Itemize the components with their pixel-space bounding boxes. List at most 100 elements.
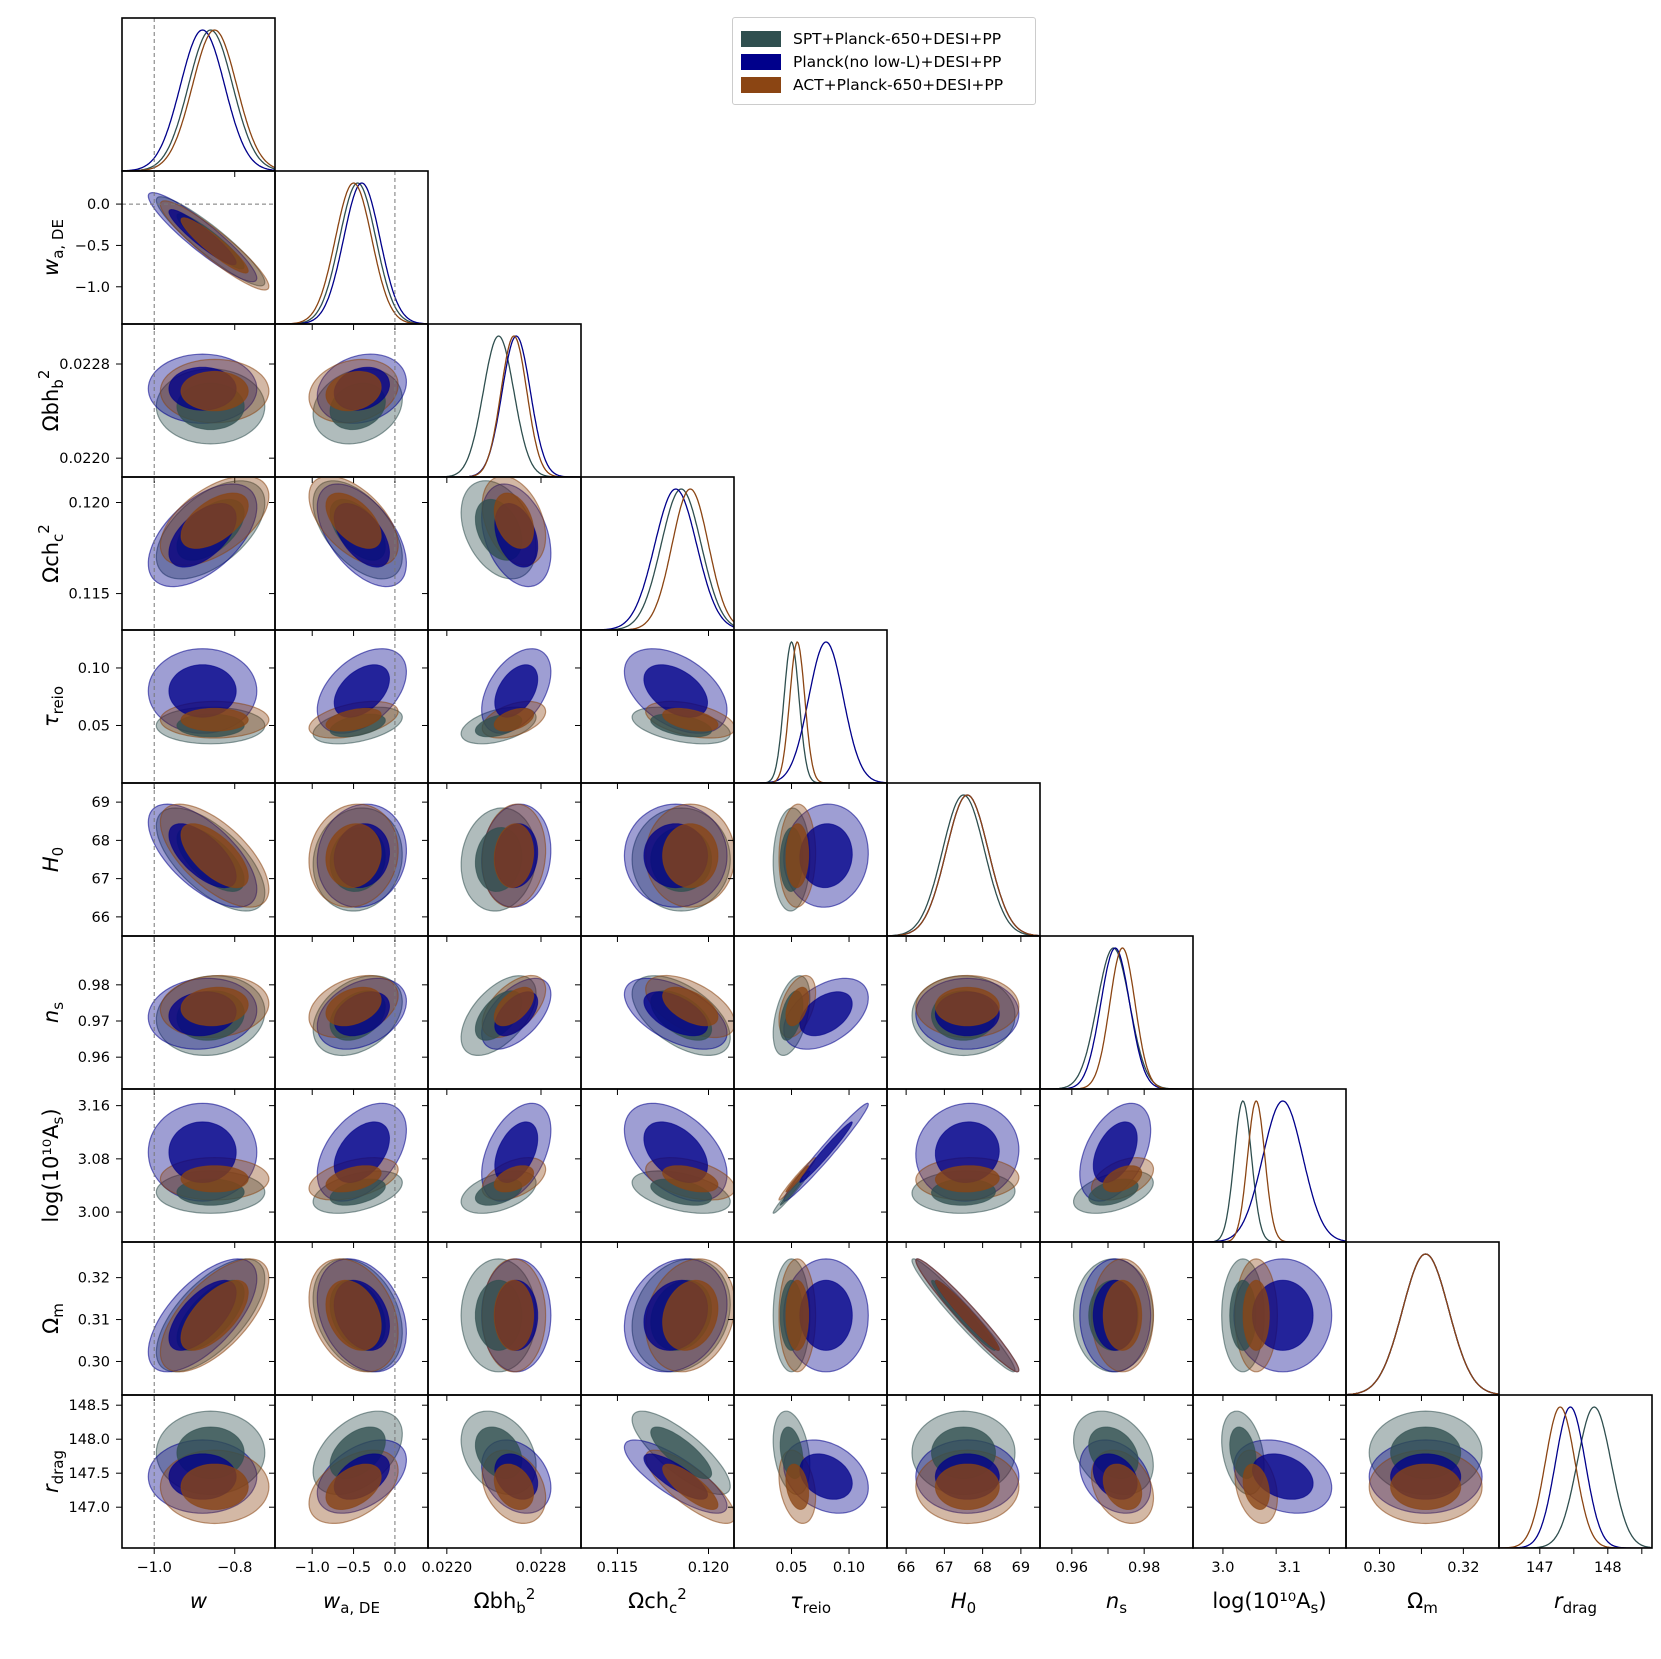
y-axis-label-obh2: Ωbhb2 — [35, 370, 67, 432]
panel-om-vs-w — [147, 1242, 270, 1395]
panel-lnAs-vs-H0 — [911, 1102, 1020, 1214]
x-axis-label-H0: H0 — [951, 1589, 976, 1617]
x-tick-label-rdrag: 147 — [1526, 1560, 1554, 1576]
marginal-curve-lnAs-0 — [1193, 1100, 1346, 1242]
axis-label-sub: m — [1423, 1599, 1438, 1617]
y-tick-label-lnAs: 3.08 — [78, 1152, 110, 1168]
axis-label-sub: 0 — [49, 847, 67, 857]
y-axis-label-och2: Ωchc2 — [35, 524, 67, 583]
x-tick-label-H0: 68 — [973, 1560, 991, 1576]
contour68-2 — [662, 986, 719, 1027]
y-tick-label-H0: 69 — [92, 795, 110, 811]
panel-lnAs-vs-obh2 — [460, 1102, 552, 1214]
panel-lnAs-vs-tau — [772, 1102, 869, 1214]
contour68-2 — [662, 823, 719, 889]
marginal-curve-obh2-1 — [428, 335, 581, 477]
x-axis-label-ns: ns — [1106, 1589, 1127, 1617]
axis-label-main: Ωbh — [474, 1589, 517, 1613]
axis-label-sub: b — [516, 1599, 526, 1617]
y-tick-label-om: 0.31 — [78, 1313, 110, 1329]
axis-label-main: τ — [790, 1589, 803, 1613]
contour68-1 — [333, 664, 391, 718]
x-axis-label-tau: τreio — [790, 1589, 831, 1617]
y-tick-label-H0: 67 — [92, 872, 110, 888]
panel-H0-vs-och2 — [623, 803, 734, 912]
x-tick-label-obh2: 0.0228 — [516, 1560, 567, 1576]
panel-obh2-vs-w — [147, 324, 270, 477]
contour68-2 — [493, 823, 535, 889]
panel-ns-vs-H0 — [911, 974, 1020, 1057]
panel-frame — [1345, 1241, 1500, 1396]
axis-label-tail: 2 — [35, 524, 53, 534]
axis-label-main: H — [39, 856, 63, 872]
contour68-2 — [180, 1165, 249, 1193]
axis-label-main: log(10¹⁰A — [39, 1124, 63, 1223]
axis-label-main: log(10¹⁰A — [1212, 1589, 1311, 1613]
contour68-2 — [325, 823, 382, 889]
x-axis-label-om: Ωm — [1407, 1589, 1438, 1617]
panel-om-vs-tau — [772, 1258, 869, 1373]
panel-om-vs-om — [1346, 1253, 1499, 1395]
axis-label-tail: ) — [1318, 1589, 1326, 1613]
x-tick-label-och2: 0.120 — [688, 1560, 730, 1576]
marginal-curve-lnAs-2 — [1193, 1100, 1346, 1242]
contour68-2 — [493, 1165, 535, 1193]
marginal-curve-obh2-0 — [428, 335, 581, 477]
y-tick-label-ns: 0.98 — [78, 978, 110, 994]
y-axis-label-ns: ns — [39, 1002, 67, 1023]
marginal-curve-rdrag-1 — [1499, 1406, 1652, 1548]
x-axis-label-wa: wa, DE — [323, 1589, 380, 1617]
contour68-2 — [180, 823, 249, 889]
contour68-1 — [799, 1279, 853, 1351]
axis-label-main: w — [39, 258, 63, 276]
axis-label-sub: a, DE — [340, 1599, 380, 1617]
axis-label-tail: 2 — [35, 370, 53, 380]
marginal-curve-lnAs-1 — [1193, 1100, 1346, 1242]
panel-obh2-vs-obh2 — [428, 335, 581, 477]
axis-label-sub: s — [1311, 1599, 1319, 1617]
contour68-1 — [168, 664, 237, 718]
axis-label-main: w — [190, 1589, 208, 1613]
panel-H0-vs-obh2 — [460, 803, 552, 912]
contour68-2 — [325, 1165, 382, 1193]
x-tick-label-H0: 69 — [1012, 1560, 1030, 1576]
x-tick-label-H0: 66 — [897, 1560, 915, 1576]
y-tick-label-wa: 0.0 — [87, 197, 110, 213]
x-axis-label-w: w — [190, 1589, 208, 1613]
x-tick-label-wa: 0.0 — [383, 1560, 406, 1576]
axis-label-main: Ωch — [39, 542, 63, 583]
contour68-2 — [1102, 1279, 1143, 1351]
panel-tau-vs-wa — [308, 630, 408, 783]
contour68-1 — [799, 823, 853, 889]
panel-ns-vs-w — [147, 936, 270, 1089]
marginal-curve-w-2 — [122, 29, 275, 171]
y-tick-label-om: 0.32 — [78, 1271, 110, 1287]
axis-label-sub: b — [49, 379, 67, 389]
panel-ns-vs-och2 — [623, 974, 734, 1056]
marginal-curve-obh2-2 — [428, 335, 581, 477]
panel-lnAs-vs-wa — [308, 1089, 408, 1242]
panel-om-vs-ns — [1072, 1258, 1155, 1373]
marginal-curve-om-2 — [1346, 1253, 1499, 1395]
axis-label-main: r — [1554, 1589, 1564, 1613]
marginal-curve-H0-0 — [887, 794, 1040, 936]
x-axis-label-obh2: Ωbhb2 — [474, 1585, 536, 1617]
y-tick-label-wa: −1.0 — [75, 280, 110, 296]
marginal-curve-H0-2 — [887, 794, 1040, 936]
contour68-2 — [180, 1279, 249, 1351]
contour68-2 — [493, 986, 535, 1027]
x-tick-label-om: 0.32 — [1447, 1560, 1479, 1576]
contour68-2 — [934, 1463, 1000, 1510]
axis-label-tail: 2 — [526, 1585, 536, 1603]
y-axis-label-wa: wa, DE — [39, 219, 67, 276]
y-axis-label-om: Ωm — [39, 1303, 67, 1334]
marginal-curve-och2-2 — [581, 488, 734, 630]
panel-obh2-vs-wa — [308, 324, 408, 477]
panel-H0-vs-H0 — [887, 794, 1040, 936]
legend-entry-planck: Planck(no low-L)+DESI+PP — [741, 52, 1001, 72]
contour68-2 — [493, 1279, 535, 1351]
panel-tau-vs-obh2 — [460, 648, 552, 745]
axis-label-sub: c — [49, 534, 67, 542]
x-tick-label-tau: 0.10 — [833, 1560, 865, 1576]
y-tick-label-ns: 0.96 — [78, 1050, 110, 1066]
